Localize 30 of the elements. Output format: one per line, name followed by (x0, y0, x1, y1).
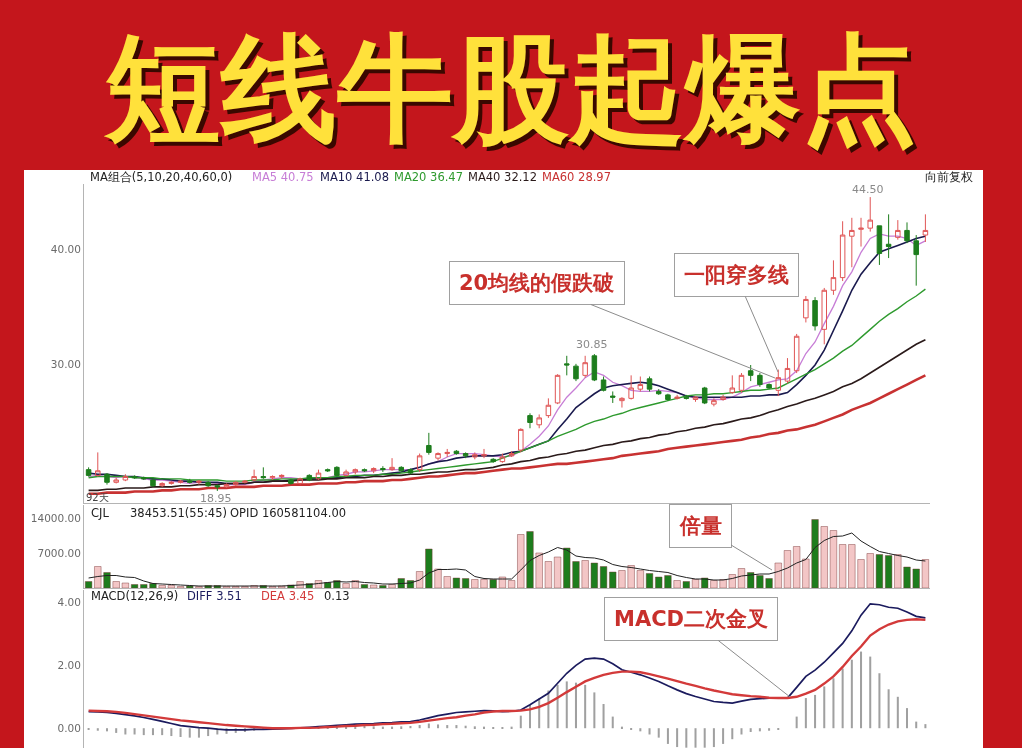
annotation: 30.85 (576, 338, 608, 351)
annotation: MACD二次金叉 (614, 607, 768, 631)
annotation: 0.13 (324, 589, 350, 603)
annotation: 92天 (86, 492, 109, 503)
text: DIFF 3.51 (187, 589, 242, 603)
annotation: 20均线的假跌破 (459, 271, 616, 295)
text: MA40 32.12 (468, 170, 537, 184)
annotation: 38453.51(55:45) (130, 506, 227, 520)
annotation: 一阳穿多线 (684, 263, 789, 287)
text: DEA 3.45 (261, 589, 315, 603)
text: MA60 28.97 (542, 170, 611, 184)
y-tick-label: 14000.00 (30, 511, 81, 524)
text: MA10 41.08 (320, 170, 389, 184)
y-tick-label: 7000.00 (37, 546, 81, 559)
annotation: 18.95 (200, 492, 232, 505)
y-tick-label: 30.00 (50, 357, 81, 370)
y-tick-label: 2.00 (57, 659, 81, 672)
chart-title: 短线牛股起爆点 (103, 20, 917, 156)
y-tick-label: 0.00 (57, 721, 81, 734)
text: 向前复权 (925, 170, 973, 184)
text: MA20 36.47 (394, 170, 463, 184)
y-tick-label: 4.00 (57, 596, 81, 609)
annotation: 倍量 (679, 514, 722, 538)
annotation: MACD(12,26,9) (91, 589, 179, 603)
text: MA组合(5,10,20,40,60,0) (90, 170, 233, 184)
y-tick-label: 40.00 (50, 242, 81, 255)
text: MA5 40.75 (252, 170, 314, 184)
annotation: 44.50 (852, 183, 884, 196)
annotation: OPID 160581104.00 (230, 506, 347, 520)
annotation: CJL (91, 506, 110, 520)
